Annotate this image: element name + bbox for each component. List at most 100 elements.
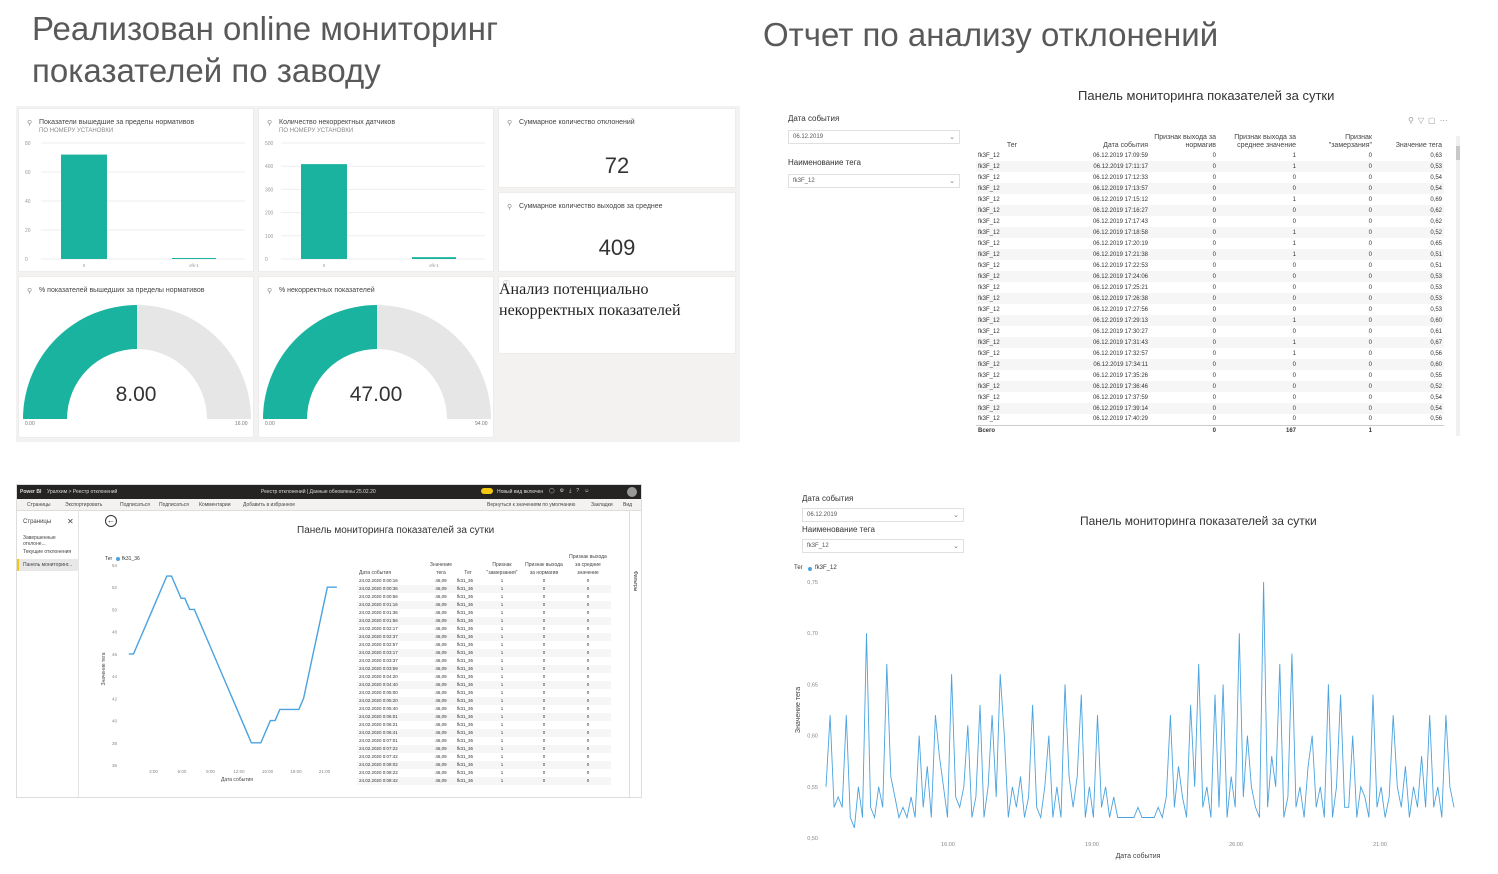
table-row[interactable]: fk3F_12 06.12.2019 17:17:43 0 0 0 0,62	[976, 216, 1444, 227]
table-row[interactable]: fk3F_12 06.12.2019 17:36:46 0 0 0 0,52	[976, 381, 1444, 392]
column-header[interactable]: Признак выхода за нормагив	[1154, 134, 1216, 149]
table-row[interactable]: 24.02.2020 0:06:41 46,09 fk31_36 1 0 0	[357, 729, 611, 737]
table-row[interactable]: fk3F_12 06.12.2019 17:26:38 0 0 0 0,53	[976, 293, 1444, 304]
close-icon[interactable]: ✕	[67, 517, 74, 526]
tag-slicer[interactable]: fk3F_12 ⌄	[802, 539, 964, 553]
breadcrumb[interactable]: Уралхим > Реестр отклонений	[47, 489, 118, 495]
column-header[interactable]: Тег	[1006, 142, 1018, 149]
column-header[interactable]: Дата события	[1103, 142, 1148, 149]
table-row[interactable]: fk3F_12 06.12.2019 17:13:57 0 0 0 0,54	[976, 183, 1444, 194]
table-row[interactable]: fk3F_12 06.12.2019 17:35:26 0 0 0 0,55	[976, 370, 1444, 381]
table-row[interactable]: 24.02.2020 0:02:37 46,09 fk31_36 1 0 0	[357, 633, 611, 641]
table-row[interactable]: 24.02.2020 0:04:20 46,09 fk31_36 1 0 0	[357, 673, 611, 681]
table-row[interactable]: 24.02.2020 0:00:16 46,09 fk31_36 1 0 0	[357, 577, 611, 585]
table-row[interactable]: 24.02.2020 0:01:36 46,09 fk31_36 1 0 0	[357, 609, 611, 617]
table-row[interactable]: 24.02.2020 0:06:21 46,09 fk31_36 1 0 0	[357, 721, 611, 729]
table-row[interactable]: 24.02.2020 0:08:22 46,09 fk31_36 1 0 0	[357, 769, 611, 777]
tile-percent-incorrect-gauge[interactable]: ⚲ % некорректных показателей 47.00 0.00 …	[258, 276, 494, 438]
toolbar-pages[interactable]: Страницы	[27, 502, 51, 508]
table-row[interactable]: fk3F_12 06.12.2019 17:12:33 0 0 0 0,54	[976, 172, 1444, 183]
table-row[interactable]: fk3F_12 06.12.2019 17:27:56 0 0 0 0,53	[976, 304, 1444, 315]
date-slicer[interactable]: 06.12.2019 ⌄	[802, 508, 964, 522]
table-row[interactable]: 24.02.2020 0:08:02 46,09 fk31_36 1 0 0	[357, 761, 611, 769]
table-row[interactable]: fk3F_12 06.12.2019 17:37:59 0 0 0 0,54	[976, 392, 1444, 403]
table-row[interactable]: fk3F_12 06.12.2019 17:20:19 0 1 0 0,65	[976, 238, 1444, 249]
bookmarks-button[interactable]: Закладки	[591, 502, 613, 508]
column-header[interactable]: Значение тега	[1395, 142, 1442, 149]
table-row[interactable]: 24.02.2020 0:08:42 46,09 fk31_36 1 0 0	[357, 777, 611, 785]
table-row[interactable]: 24.02.2020 0:03:37 46,09 fk31_36 1 0 0	[357, 657, 611, 665]
powerbi-brand[interactable]: Power BI	[20, 489, 42, 495]
filters-pane-collapsed[interactable]: Фильтры	[629, 511, 641, 797]
page-item-active[interactable]: Панель мониторинг...	[17, 559, 79, 571]
table-row[interactable]: fk3F_12 06.12.2019 17:29:13 0 1 0 0,60	[976, 315, 1444, 326]
column-header[interactable]: Признак выхода за среднее значение	[1234, 134, 1296, 149]
toolbar-favorite[interactable]: Добавить в избранное	[243, 502, 296, 508]
column-header[interactable]: Признак выхода за нормагив	[525, 562, 563, 576]
table-row[interactable]: fk3F_12 06.12.2019 17:21:38 0 1 0 0,51	[976, 249, 1444, 260]
table-row[interactable]: 24.02.2020 0:00:56 46,09 fk31_36 1 0 0	[357, 593, 611, 601]
table-row[interactable]: fk3F_12 06.12.2019 17:39:14 0 0 0 0,54	[976, 403, 1444, 414]
toolbar-comments[interactable]: Комментарии	[199, 502, 231, 508]
column-header[interactable]: Признак "замерзания"	[1328, 134, 1372, 149]
focus-mode-icon[interactable]: ▢	[1428, 116, 1440, 125]
back-arrow-icon[interactable]: ←	[105, 515, 117, 527]
table-row[interactable]: 24.02.2020 0:01:16 46,09 fk31_36 1 0 0	[357, 601, 611, 609]
table-row[interactable]: 24.02.2020 0:02:57 46,09 fk31_36 1 0 0	[357, 641, 611, 649]
more-options-icon[interactable]: ⋯	[1439, 116, 1452, 125]
column-header[interactable]: Дата события	[359, 570, 392, 576]
table-scrollbar[interactable]	[1456, 136, 1460, 436]
table-row[interactable]: fk3F_12 06.12.2019 17:24:06 0 0 0 0,53	[976, 271, 1444, 282]
table-row[interactable]: fk3F_12 06.12.2019 17:31:43 0 1 0 0,67	[976, 337, 1444, 348]
table-row[interactable]: fk3F_12 06.12.2019 17:34:11 0 0 0 0,60	[976, 359, 1444, 370]
table-row[interactable]: fk3F_12 06.12.2019 17:18:58 0 1 0 0,52	[976, 227, 1444, 238]
avatar[interactable]	[627, 487, 637, 497]
scrollbar-thumb[interactable]	[1456, 146, 1460, 160]
table-row[interactable]: 24.02.2020 0:03:17 46,09 fk31_36 1 0 0	[357, 649, 611, 657]
reset-default-button[interactable]: Вернуться к значениям по умолчанию	[487, 502, 576, 508]
column-header[interactable]: Тег	[464, 570, 472, 576]
tag-slicer[interactable]: fk3F_12 ⌄	[788, 174, 960, 188]
table-row[interactable]: fk3F_12 06.12.2019 17:11:17 0 1 0 0,53	[976, 161, 1444, 172]
table-row[interactable]: fk3F_12 06.12.2019 17:22:53 0 0 0 0,51	[976, 260, 1444, 271]
table-row[interactable]: 24.02.2020 0:01:56 46,09 fk31_36 1 0 0	[357, 617, 611, 625]
table-row[interactable]: 24.02.2020 0:05:00 46,09 fk31_36 1 0 0	[357, 689, 611, 697]
tile-percent-out-of-norm-gauge[interactable]: ⚲ % показателей вышедших за пределы норм…	[18, 276, 254, 438]
table-row[interactable]: 24.02.2020 0:00:36 46,09 fk31_36 1 0 0	[357, 585, 611, 593]
toolbar-subscribe-2[interactable]: Подписаться	[159, 502, 189, 508]
page-item[interactable]: Текущие отклонения	[23, 549, 72, 555]
tile-potential-incorrect-analysis[interactable]: ⓘ Анализ потенциально некорректных показ…	[498, 276, 736, 354]
table-row[interactable]: 24.02.2020 0:05:40 46,09 fk31_36 1 0 0	[357, 705, 611, 713]
page-item[interactable]: Завершенные отклоне...	[23, 535, 56, 547]
new-view-toggle[interactable]	[481, 488, 493, 494]
view-button[interactable]: Вид	[623, 502, 633, 508]
tile-out-of-norm-bar[interactable]: ⚲ Показатели вышедшие за пределы нормати…	[18, 108, 254, 272]
table-row[interactable]: fk3F_12 06.12.2019 17:40:29 0 0 0 0,56	[976, 414, 1444, 425]
table-row[interactable]: 24.02.2020 0:07:42 46,09 fk31_36 1 0 0	[357, 753, 611, 761]
toolbar-subscribe[interactable]: Подписаться	[120, 502, 150, 508]
table-row[interactable]: fk3F_12 06.12.2019 17:30:27 0 0 0 0,61	[976, 326, 1444, 337]
table-row[interactable]: fk3F_12 06.12.2019 17:25:21 0 0 0 0,53	[976, 282, 1444, 293]
tile-incorrect-sensors-bar[interactable]: ⚲ Количество некорректных датчиков ПО НОМ…	[258, 108, 494, 272]
table-row[interactable]: 24.02.2020 0:02:17 46,09 fk31_36 1 0 0	[357, 625, 611, 633]
filter-icon[interactable]: ▽	[1417, 116, 1429, 125]
table-row[interactable]: 24.02.2020 0:07:22 46,09 fk31_36 1 0 0	[357, 745, 611, 753]
header-icons[interactable]: ◯⚙⤓?☺	[549, 488, 595, 494]
table-row[interactable]: 24.02.2020 0:05:20 46,09 fk31_36 1 0 0	[357, 697, 611, 705]
tile-total-deviations[interactable]: ⚲ Суммарное количество отклонений 72	[498, 108, 736, 188]
toolbar-export[interactable]: Экспортировать	[65, 502, 103, 508]
table-row[interactable]: 24.02.2020 0:04:40 46,09 fk31_36 1 0 0	[357, 681, 611, 689]
table-row[interactable]: fk3F_12 06.12.2019 17:32:57 0 1 0 0,56	[976, 348, 1444, 359]
column-header[interactable]: Признак "замерзания"	[486, 562, 518, 576]
pin-icon[interactable]: ⚲	[1408, 116, 1418, 125]
column-header[interactable]: Признак выхода за средние значение	[569, 554, 607, 576]
table-row[interactable]: fk3F_12 06.12.2019 17:15:12 0 1 0 0,69	[976, 194, 1444, 205]
table-row[interactable]: 24.02.2020 0:07:01 46,09 fk31_36 1 0 0	[357, 737, 611, 745]
column-header[interactable]: Значение тега	[429, 562, 453, 576]
tile-total-above-average[interactable]: ⚲ Суммарное количество выходов за средне…	[498, 192, 736, 272]
table-row[interactable]: 24.02.2020 0:03:59 46,09 fk31_36 1 0 0	[357, 665, 611, 673]
table-row[interactable]: 24.02.2020 0:06:01 46,09 fk31_36 1 0 0	[357, 713, 611, 721]
date-slicer[interactable]: 06.12.2019 ⌄	[788, 130, 960, 144]
table-row[interactable]: fk3F_12 06.12.2019 17:09:59 0 1 0 0,63	[976, 150, 1444, 161]
table-row[interactable]: fk3F_12 06.12.2019 17:16:27 0 0 0 0,62	[976, 205, 1444, 216]
